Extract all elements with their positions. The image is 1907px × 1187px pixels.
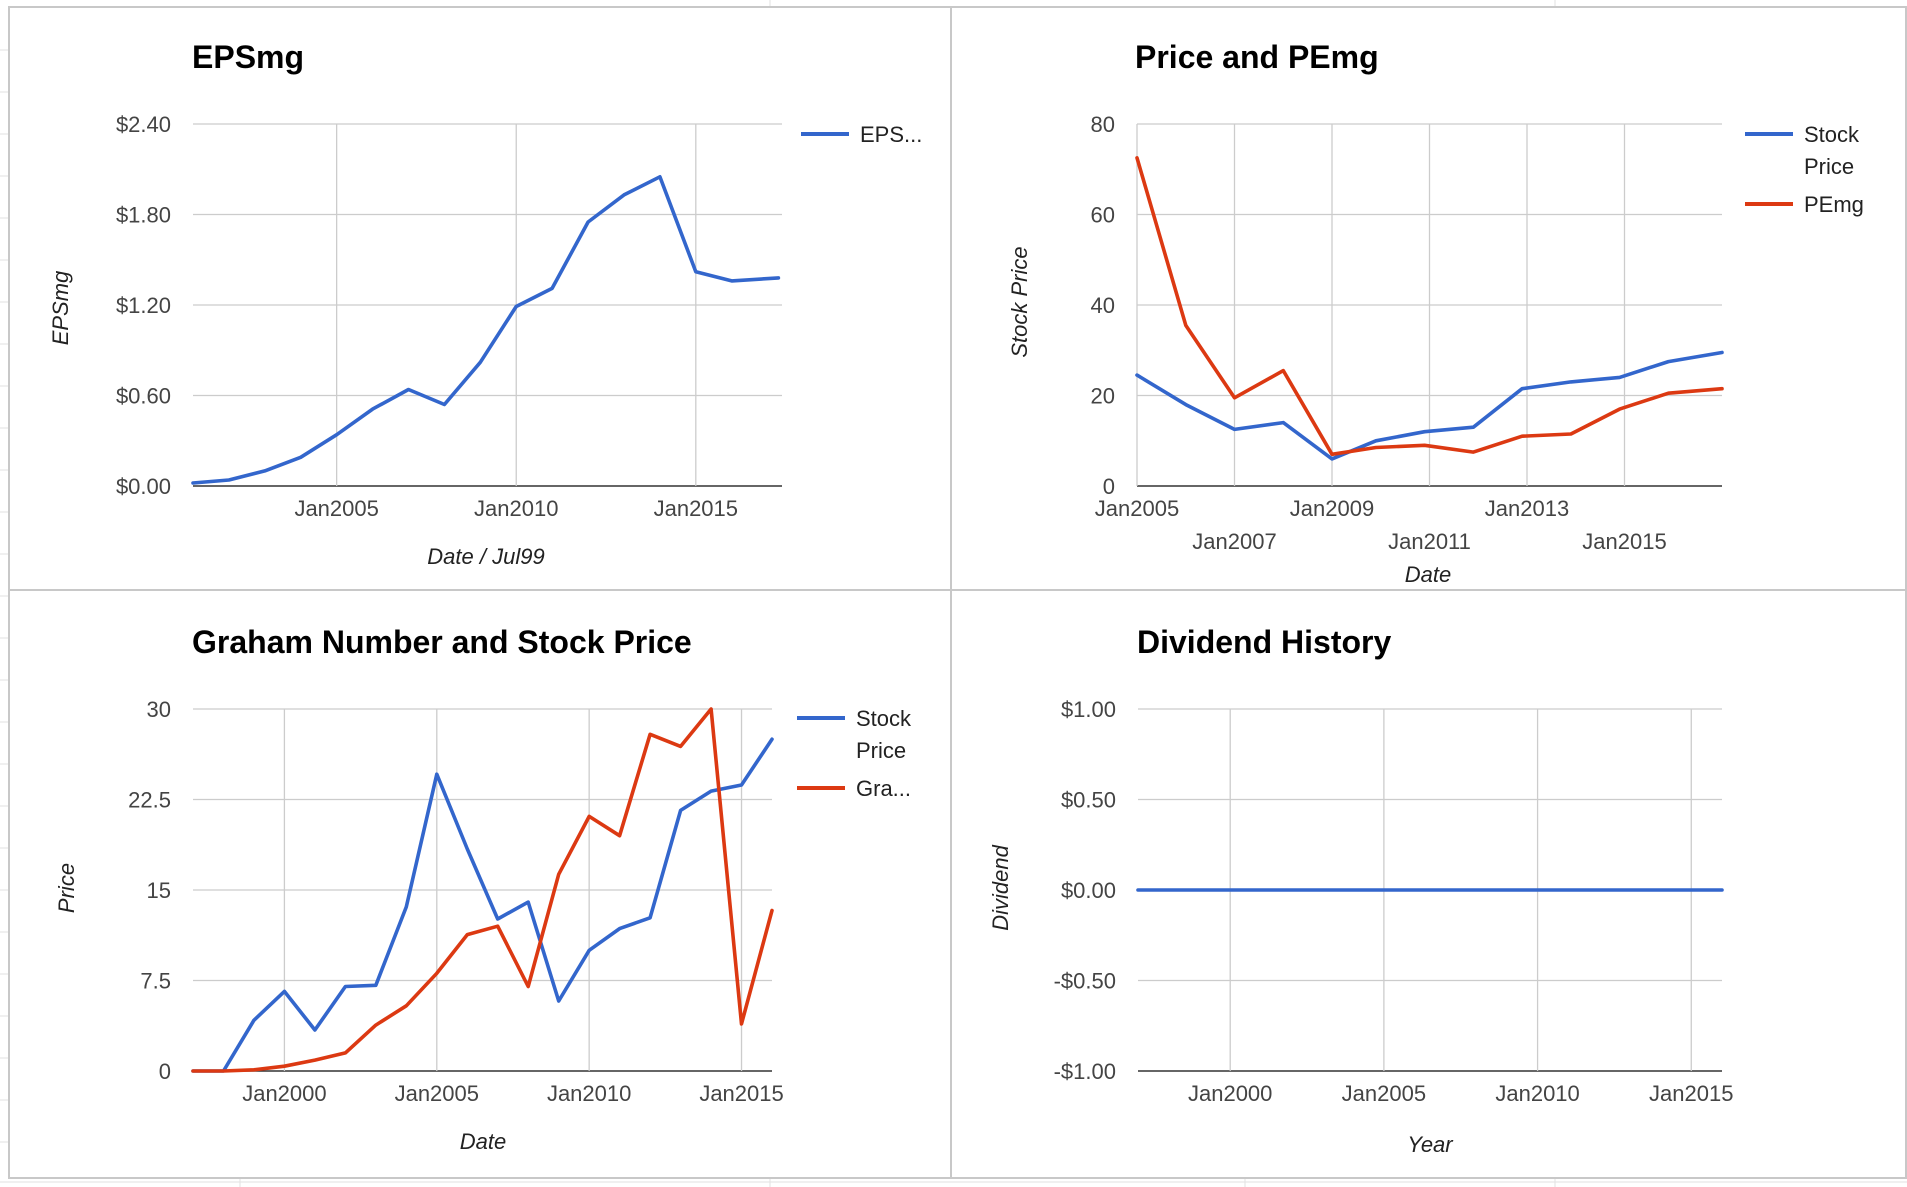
legend-label-stock-price-line2: Price [1804, 154, 1854, 179]
y-tick-label: $1.00 [1061, 697, 1116, 722]
y-axis-label: Dividend [988, 844, 1013, 930]
legend-label-stock-price-line2: Price [856, 738, 906, 763]
legend-label-stock-price: Stock Price [856, 706, 912, 763]
x-axis-label: Date [460, 1129, 506, 1154]
chart-title: Graham Number and Stock Price [192, 624, 692, 660]
x-tick-label: Jan2015 [1649, 1081, 1733, 1106]
legend-label-stock-price: Stock Price [1804, 122, 1860, 179]
chart-panel-epsmg[interactable]: $0.00 $0.60 $1.20 $1.80 $2.40 Jan2005 Jan2010 J… [8, 6, 952, 591]
y-tick-label: $1.20 [116, 293, 171, 318]
y-axis-label: Stock Price [1007, 246, 1032, 357]
x-tick-label: Jan2000 [242, 1081, 326, 1106]
grid-layer [193, 123, 782, 487]
x-tick-label: Jan2009 [1290, 496, 1374, 521]
chart-price-pemg: 0 20 40 60 80 Jan2005 Jan2009 Jan2013 Jan2007 Jan… [1007, 39, 1864, 587]
y-tick-label: -$1.00 [1054, 1059, 1116, 1084]
x-axis-label: Date / Jul99 [427, 544, 544, 569]
legend[interactable]: EPS... [801, 122, 922, 147]
chart-graham: 0 7.5 15 22.5 30 Jan2000 Jan2005 Jan2010 Jan2015… [54, 624, 912, 1154]
legend[interactable]: Stock Price Gra... [797, 706, 912, 801]
tick-labels: -$1.00 -$0.50 $0.00 $0.50 $1.00 Jan2000 Jan200… [1054, 697, 1734, 1106]
y-tick-label: $0.00 [1061, 878, 1116, 903]
y-tick-label: 15 [147, 878, 171, 903]
legend[interactable]: Stock Price PEmg [1745, 122, 1864, 217]
y-tick-label: $1.80 [116, 203, 171, 228]
x-tick-label: Jan2015 [699, 1081, 783, 1106]
grid-layer [1136, 123, 1722, 487]
y-tick-label: 30 [147, 697, 171, 722]
chart-epsmg: $0.00 $0.60 $1.20 $1.80 $2.40 Jan2005 Jan2010 J… [48, 39, 922, 569]
y-tick-label: 40 [1091, 293, 1115, 318]
chart-dividend: -$1.00 -$0.50 $0.00 $0.50 $1.00 Jan2000 Jan200… [988, 624, 1734, 1157]
chart-panel-graham[interactable]: 0 7.5 15 22.5 30 Jan2000 Jan2005 Jan2010 Jan2015… [8, 589, 952, 1179]
chart-panel-dividend[interactable]: -$1.00 -$0.50 $0.00 $0.50 $1.00 Jan2000 Jan200… [950, 589, 1907, 1179]
x-tick-label: Jan2005 [1342, 1081, 1426, 1106]
grid-layer [193, 708, 772, 1072]
x-tick-label: Jan2007 [1192, 529, 1276, 554]
y-tick-label: $0.60 [116, 384, 171, 409]
x-tick-label: Jan2015 [654, 496, 738, 521]
x-axis-label: Date [1405, 562, 1451, 587]
legend-label-epsmg: EPS... [860, 122, 922, 147]
legend-label-graham: Gra... [856, 776, 911, 801]
x-tick-label: Jan2015 [1582, 529, 1666, 554]
legend-label-pemg: PEmg [1804, 192, 1864, 217]
x-tick-label: Jan2005 [1095, 496, 1179, 521]
y-tick-label: $0.50 [1061, 788, 1116, 813]
series-line-blue[interactable] [1135, 350, 1724, 461]
tick-labels: 0 20 40 60 80 Jan2005 Jan2009 Jan2013 Jan2007 Jan… [1091, 112, 1667, 554]
y-tick-label: -$0.50 [1054, 969, 1116, 994]
chart-title: Dividend History [1137, 624, 1391, 660]
y-tick-label: $2.40 [116, 112, 171, 137]
x-tick-label: Jan2005 [294, 496, 378, 521]
legend-label-stock-price-line1: Stock [1804, 122, 1860, 147]
x-tick-label: Jan2000 [1188, 1081, 1272, 1106]
series-line-red[interactable] [191, 707, 774, 1073]
tick-labels: 0 7.5 15 22.5 30 Jan2000 Jan2005 Jan2010 Jan2015 [128, 697, 784, 1106]
y-tick-label: 20 [1091, 384, 1115, 409]
series-layer [191, 707, 774, 1073]
y-tick-label: 0 [1103, 474, 1115, 499]
chart-title: EPSmg [192, 39, 304, 75]
y-tick-label: 22.5 [128, 788, 171, 813]
x-tick-label: Jan2005 [395, 1081, 479, 1106]
legend-label-stock-price-line1: Stock [856, 706, 912, 731]
series-line-blue[interactable] [191, 737, 774, 1073]
x-axis-label: Year [1407, 1132, 1454, 1157]
y-tick-label: 60 [1091, 203, 1115, 228]
y-axis-label: EPSmg [48, 270, 73, 345]
chart-title: Price and PEmg [1135, 39, 1379, 75]
x-tick-label: Jan2010 [1495, 1081, 1579, 1106]
series-layer [191, 175, 781, 485]
y-axis-label: Price [54, 863, 79, 913]
y-tick-label: 7.5 [140, 969, 171, 994]
tick-labels: $0.00 $0.60 $1.20 $1.80 $2.40 Jan2005 Jan2010 J… [116, 112, 738, 521]
x-tick-label: Jan2013 [1485, 496, 1569, 521]
x-tick-label: Jan2011 [1388, 529, 1471, 554]
series-layer [1135, 156, 1724, 461]
y-tick-label: 80 [1091, 112, 1115, 137]
x-tick-label: Jan2010 [474, 496, 558, 521]
y-tick-label: $0.00 [116, 474, 171, 499]
y-tick-label: 0 [159, 1059, 171, 1084]
series-line-blue[interactable] [191, 175, 781, 485]
series-line-red[interactable] [1135, 156, 1724, 457]
x-tick-label: Jan2010 [547, 1081, 631, 1106]
chart-panel-price-pemg[interactable]: 0 20 40 60 80 Jan2005 Jan2009 Jan2013 Jan2007 Jan… [950, 6, 1907, 591]
